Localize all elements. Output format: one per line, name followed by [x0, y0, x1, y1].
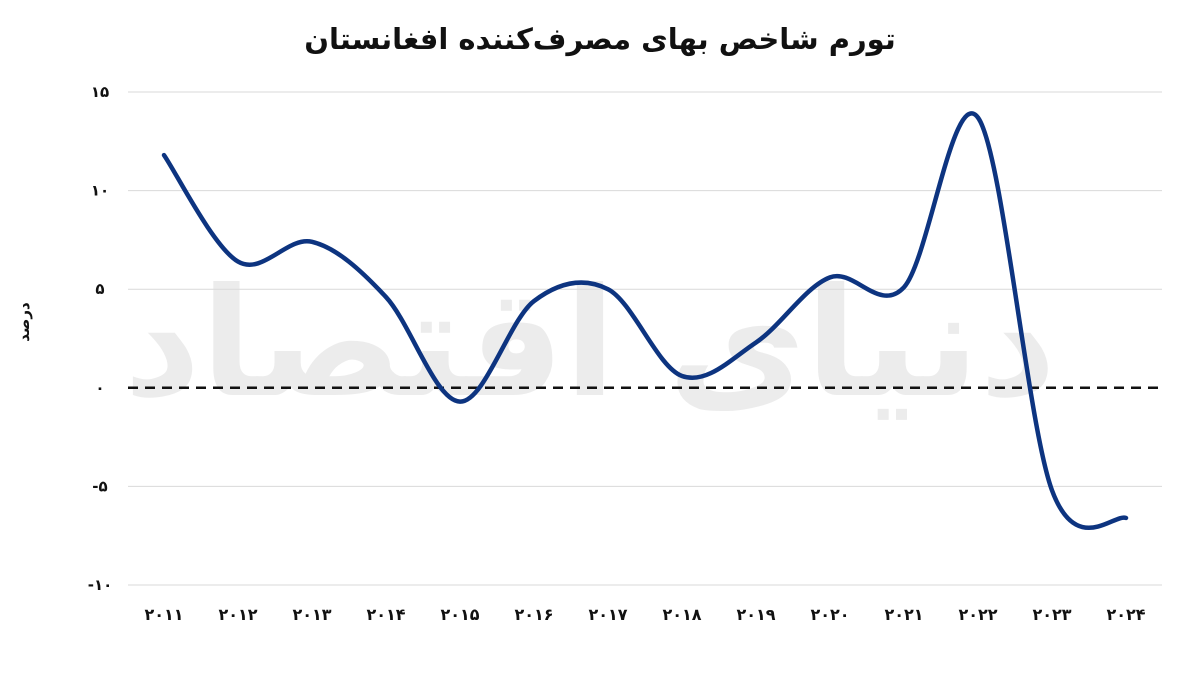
- x-tick-label: ۲۰۱۳: [292, 605, 331, 624]
- y-tick-label: ۵: [95, 280, 104, 298]
- x-tick-label: ۲۰۱۶: [514, 605, 553, 624]
- series-line: [161, 111, 1129, 530]
- x-tick-label: ۲۰۲۳: [1032, 605, 1071, 624]
- y-tick-label: -۱۰: [88, 576, 113, 594]
- x-tick-label: ۲۰۲۴: [1106, 605, 1145, 624]
- x-tick-label: ۲۰۱۱: [144, 605, 183, 624]
- x-tick-label: ۲۰۱۹: [736, 605, 775, 624]
- y-tick-label: ۱۰: [91, 182, 109, 200]
- chart-title: تورم شاخص بهای مصرف‌کننده افغانستان: [304, 22, 896, 56]
- y-tick-label: ۱۵: [91, 83, 109, 101]
- watermark: دنیای اقتصاد: [124, 257, 1057, 431]
- x-tick-label: ۲۰۱۲: [218, 605, 257, 624]
- x-tick-label: ۲۰۱۸: [662, 605, 701, 624]
- y-tick-label: -۵: [92, 477, 107, 495]
- x-tick-label: ۲۰۱۴: [366, 605, 405, 624]
- y-tick-label: ۰: [95, 379, 104, 397]
- x-tick-label: ۲۰۱۷: [588, 605, 627, 624]
- x-tick-label: ۲۰۲۲: [958, 605, 997, 624]
- x-tick-label: ۲۰۲۱: [884, 605, 923, 624]
- x-tick-label: ۲۰۲۰: [810, 605, 849, 624]
- x-tick-label: ۲۰۱۵: [440, 605, 479, 624]
